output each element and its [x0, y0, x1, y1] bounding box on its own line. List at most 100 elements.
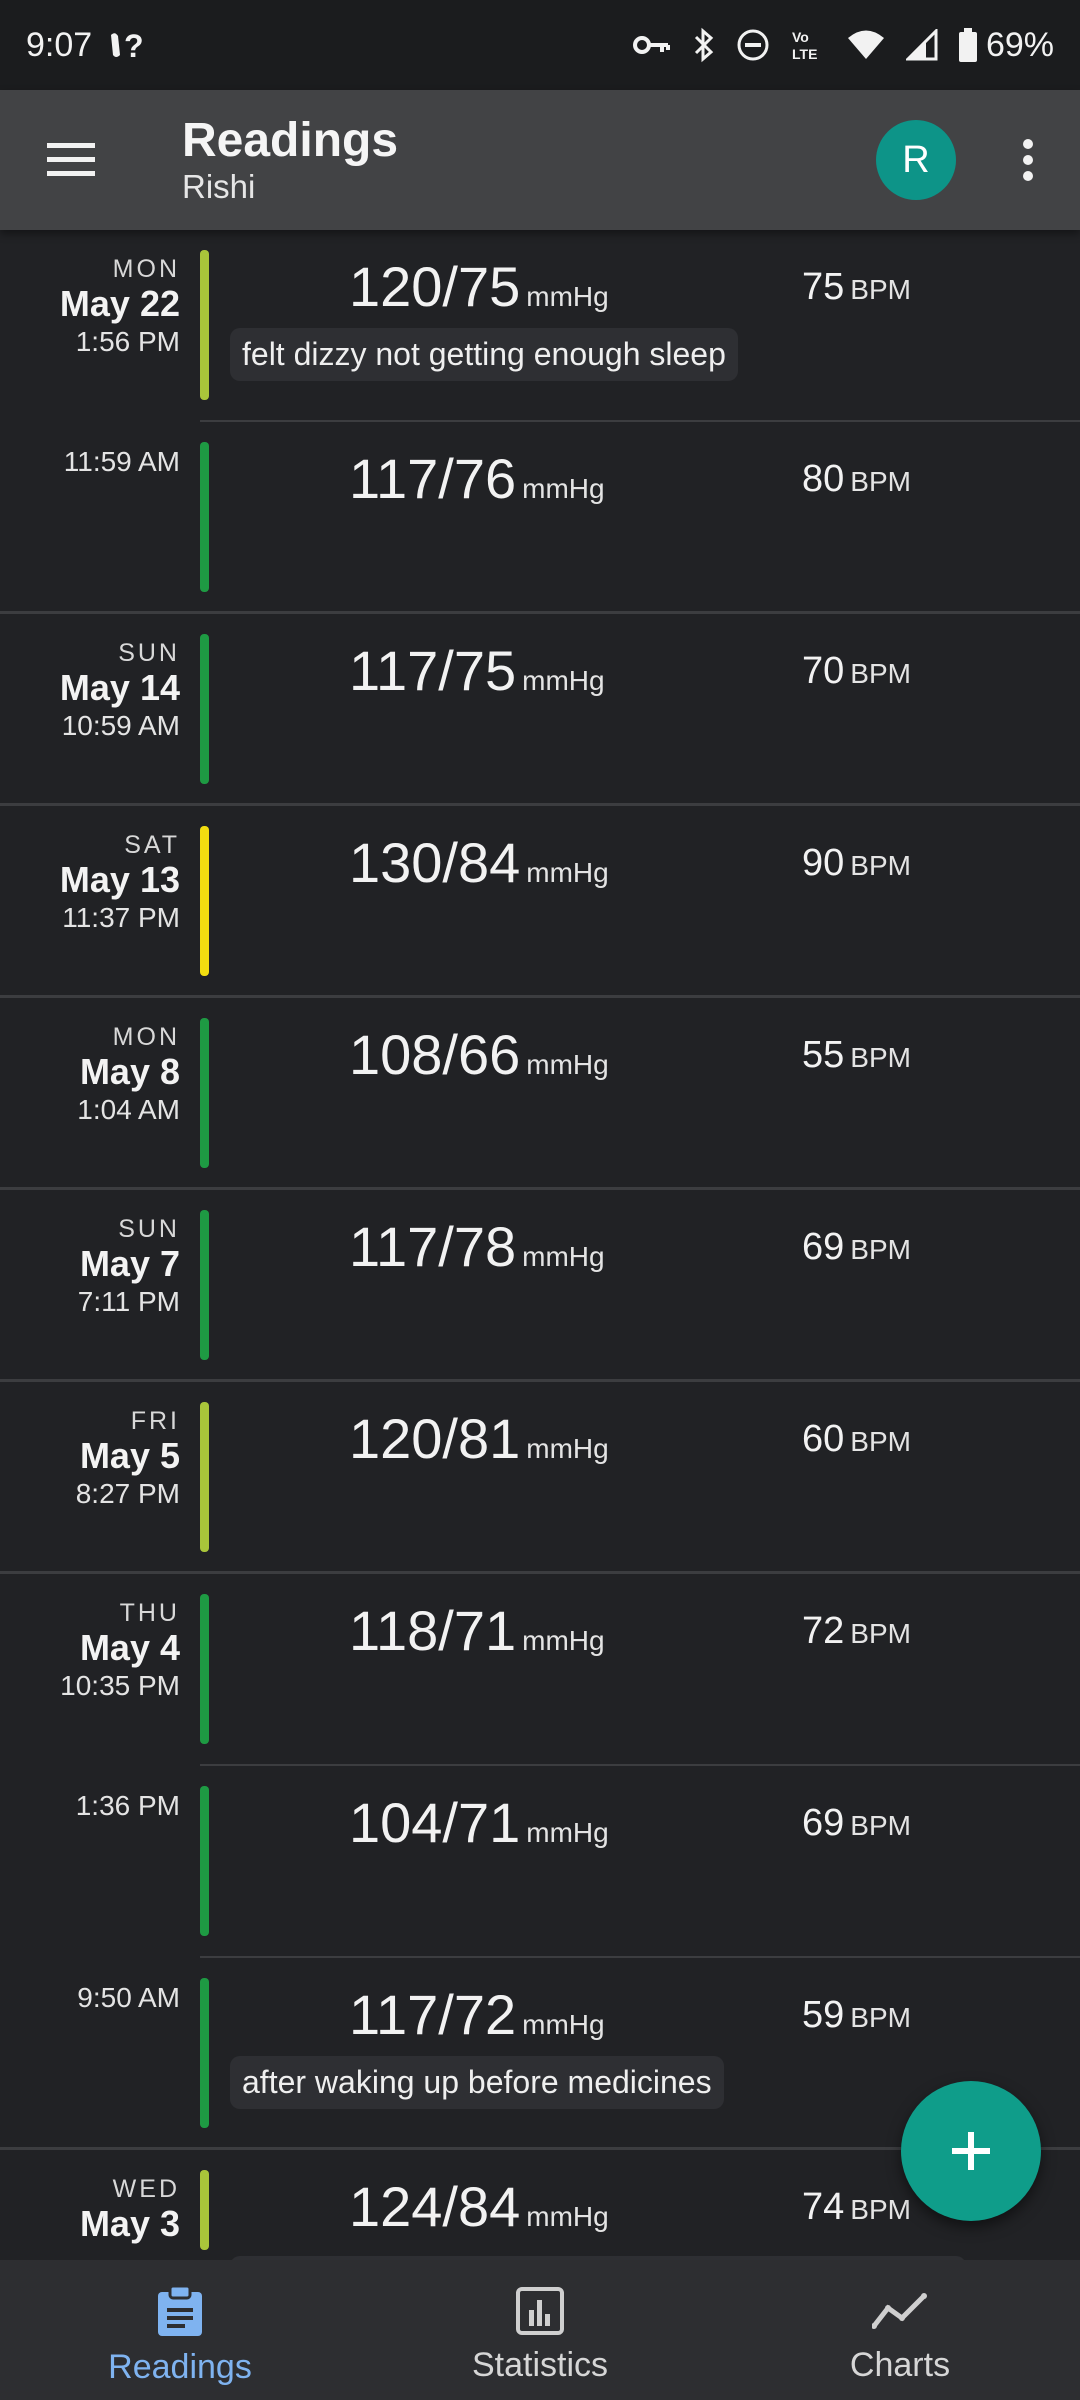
row-divider — [0, 1571, 1080, 1574]
reading-day: May 4 — [79, 1627, 180, 1668]
nav-readings[interactable]: Readings — [0, 2260, 360, 2400]
reading-time: 1:36 PM — [75, 1790, 180, 1821]
category-indicator — [200, 2170, 209, 2250]
bp-unit: mmHg — [526, 2201, 609, 2232]
pulse-value: 69 BPM — [802, 1802, 911, 1845]
volte-icon: Vo LTE — [790, 25, 826, 65]
status-time: 9:07 — [26, 25, 93, 64]
avatar[interactable]: R — [876, 120, 956, 200]
blood-pressure-value: 104/71 mmHg — [349, 1790, 609, 1855]
pulse-unit: BPM — [850, 1042, 911, 1073]
pulse-value: 80 BPM — [802, 458, 911, 501]
pulse-number: 74 — [802, 2186, 845, 2228]
plus-icon — [952, 2132, 990, 2170]
pulse-value: 69 BPM — [802, 1226, 911, 1269]
add-reading-button[interactable] — [901, 2081, 1041, 2221]
row-divider — [0, 803, 1080, 806]
reading-row[interactable]: SAT May 13 11:37 PM 130/84 mmHg 90 BPM — [0, 806, 1080, 998]
reading-row[interactable]: 1:36 PM 104/71 mmHg 69 BPM — [0, 1766, 1080, 1958]
pulse-number: 55 — [802, 1034, 845, 1076]
systolic-diastolic: 117/76 — [349, 447, 517, 510]
bp-unit: mmHg — [526, 857, 609, 888]
pulse-number: 69 — [802, 1802, 845, 1844]
bp-unit: mmHg — [522, 1625, 605, 1656]
pulse-unit: BPM — [850, 466, 911, 497]
row-divider — [200, 1956, 1080, 1958]
reading-time: 11:37 PM — [62, 902, 180, 933]
systolic-diastolic: 120/75 — [349, 255, 521, 318]
reading-row[interactable]: THU May 4 10:35 PM 118/71 mmHg 72 BPM — [0, 1574, 1080, 1766]
row-divider — [200, 420, 1080, 422]
svg-text:LTE: LTE — [792, 46, 817, 62]
row-divider — [0, 1187, 1080, 1190]
reading-note: after waking up before medicines — [230, 2056, 724, 2109]
nav-statistics[interactable]: Statistics — [360, 2260, 720, 2400]
category-indicator — [200, 1402, 209, 1552]
app-bar: Readings Rishi R — [0, 90, 1080, 230]
reading-note: felt dizzy not getting enough sleep — [230, 328, 738, 381]
systolic-diastolic: 104/71 — [349, 1791, 521, 1854]
reading-note-partial — [230, 2256, 966, 2260]
reading-row[interactable]: MON May 22 1:56 PM 120/75 mmHg 75 BPM felt dizz… — [0, 230, 1080, 422]
reading-row[interactable]: 9:50 AM 117/72 mmHg 59 BPM after waking up be… — [0, 1958, 1080, 2150]
nav-charts[interactable]: Charts — [720, 2260, 1080, 2400]
row-divider — [200, 1764, 1080, 1766]
reading-date: THU May 4 10:35 PM — [10, 1598, 180, 1704]
bp-unit: mmHg — [522, 473, 605, 504]
pulse-number: 59 — [802, 1994, 845, 2036]
category-indicator — [200, 442, 209, 592]
reading-day-of-week: THU — [119, 1599, 180, 1627]
reading-row[interactable]: MON May 8 1:04 AM 108/66 mmHg 55 BPM — [0, 998, 1080, 1190]
readings-list[interactable]: MON May 22 1:56 PM 120/75 mmHg 75 BPM felt dizz… — [0, 230, 1080, 2260]
reading-date: WED May 3 — [10, 2174, 180, 2244]
reading-row[interactable]: WED May 3 124/84 mmHg 74 BPM — [0, 2150, 1080, 2260]
pulse-value: 60 BPM — [802, 1418, 911, 1461]
pulse-unit: BPM — [850, 850, 911, 881]
bp-unit: mmHg — [526, 281, 609, 312]
more-options-button[interactable] — [998, 120, 1058, 200]
reading-row[interactable]: 11:59 AM 117/76 mmHg 80 BPM — [0, 422, 1080, 614]
reading-day: May 13 — [59, 859, 180, 900]
category-indicator — [200, 1786, 209, 1936]
row-divider — [0, 995, 1080, 998]
pulse-value: 59 BPM — [802, 1994, 911, 2037]
row-divider — [0, 2147, 1080, 2150]
reading-date: FRI May 5 8:27 PM — [10, 1406, 180, 1512]
pulse-number: 60 — [802, 1418, 845, 1460]
blood-pressure-value: 117/76 mmHg — [349, 446, 605, 511]
reading-day-of-week: SAT — [124, 831, 180, 859]
pulse-number: 75 — [802, 266, 845, 308]
category-indicator — [200, 1978, 209, 2128]
reading-day-of-week: SUN — [118, 1215, 180, 1243]
reading-row[interactable]: FRI May 5 8:27 PM 120/81 mmHg 60 BPM — [0, 1382, 1080, 1574]
reading-time: 1:04 AM — [77, 1094, 180, 1125]
reading-row[interactable]: SUN May 14 10:59 AM 117/75 mmHg 70 BPM — [0, 614, 1080, 806]
pulse-unit: BPM — [850, 658, 911, 689]
blood-pressure-value: 120/81 mmHg — [349, 1406, 609, 1471]
reading-date: SUN May 7 7:11 PM — [10, 1214, 180, 1320]
reading-time: 10:35 PM — [60, 1670, 180, 1701]
bar-chart-icon — [516, 2287, 564, 2335]
pulse-value: 74 BPM — [802, 2186, 911, 2229]
battery-percent: 69% — [985, 25, 1054, 64]
systolic-diastolic: 120/81 — [349, 1407, 521, 1470]
pulse-value: 70 BPM — [802, 650, 911, 693]
reading-date: MON May 8 1:04 AM — [10, 1022, 180, 1128]
blood-pressure-value: 130/84 mmHg — [349, 830, 609, 895]
dnd-icon — [736, 25, 770, 65]
profile-name: Rishi — [182, 168, 256, 205]
systolic-diastolic: 130/84 — [349, 831, 521, 894]
reading-day-of-week: MON — [112, 1023, 180, 1051]
pulse-value: 75 BPM — [802, 266, 911, 309]
pulse-unit: BPM — [850, 1426, 911, 1457]
reading-row[interactable]: SUN May 7 7:11 PM 117/78 mmHg 69 BPM — [0, 1190, 1080, 1382]
bluetooth-icon — [692, 25, 716, 65]
bp-unit: mmHg — [522, 665, 605, 696]
blood-pressure-value: 124/84 mmHg — [349, 2174, 609, 2239]
menu-button[interactable] — [36, 125, 106, 195]
pulse-unit: BPM — [850, 274, 911, 305]
reading-time: 9:50 AM — [77, 1982, 180, 2013]
svg-text:?: ? — [124, 28, 144, 63]
pulse-value: 55 BPM — [802, 1034, 911, 1077]
pulse-number: 69 — [802, 1226, 845, 1268]
